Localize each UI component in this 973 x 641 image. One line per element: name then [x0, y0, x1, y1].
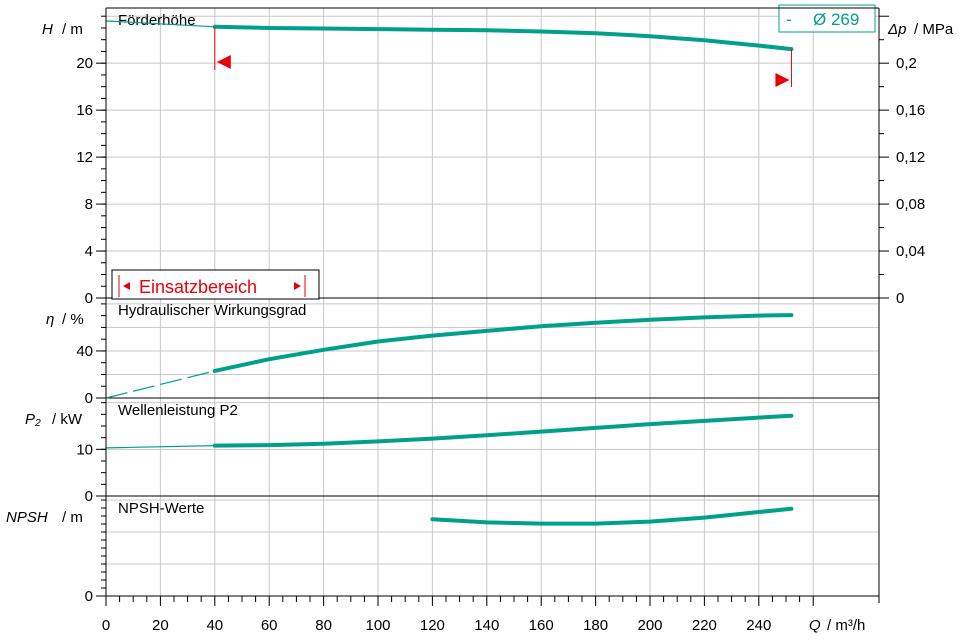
y-axis-unit: / kW — [52, 411, 83, 428]
range-min-marker — [216, 55, 231, 69]
y-axis-unit: / % — [62, 311, 84, 328]
panel-title: Wellenleistung P2 — [118, 402, 238, 419]
curve-main — [212, 413, 794, 448]
y2-tick-label: 0,08 — [896, 196, 925, 213]
x-tick-label: 60 — [261, 617, 278, 634]
x-tick-label: 0 — [102, 617, 110, 634]
x-tick-label: 220 — [692, 617, 717, 634]
x-tick-label: 100 — [365, 617, 390, 634]
legend-dash: - — [786, 10, 792, 29]
y2-tick-label: 0,2 — [896, 55, 917, 72]
panel-title: Hydraulischer Wirkungsgrad — [118, 302, 306, 319]
y-tick-label: 0 — [85, 290, 93, 307]
y-tick-label: 12 — [76, 149, 93, 166]
y-axis-unit: / m — [62, 509, 83, 526]
y-tick-label: 40 — [76, 343, 93, 360]
y-tick-label: 16 — [76, 102, 93, 119]
range-box-right-arrow — [294, 282, 301, 290]
curve-main — [212, 24, 794, 52]
x-tick-label: 180 — [583, 617, 608, 634]
panel-title: Förderhöhe — [118, 12, 196, 29]
range-box-left-arrow — [123, 282, 130, 290]
y2-tick-label: 0 — [896, 290, 904, 307]
y-tick-label: 0 — [85, 488, 93, 505]
y-axis-unit: / m — [62, 21, 83, 38]
y-axis-symbol: P₂ — [25, 411, 41, 428]
y-tick-label: 4 — [85, 243, 93, 260]
curve-extrapolated — [105, 370, 215, 399]
y-tick-label: 8 — [85, 196, 93, 213]
curve-main — [212, 313, 794, 373]
x-tick-label: 160 — [529, 617, 554, 634]
x-tick-label: 200 — [637, 617, 662, 634]
x-tick-label: 20 — [152, 617, 169, 634]
legend-box — [778, 4, 876, 33]
curve-extrapolated — [105, 20, 215, 28]
y-tick-label: 10 — [76, 441, 93, 458]
x-tick-label: 140 — [474, 617, 499, 634]
panel-title: NPSH-Werte — [118, 500, 204, 517]
range-max-marker — [775, 73, 790, 87]
curve-extrapolated — [105, 445, 215, 449]
y-axis-symbol: NPSH — [6, 509, 48, 526]
operating-range-label: Einsatzbereich — [139, 277, 257, 297]
y2-tick-label: 0,04 — [896, 243, 925, 260]
y2-axis-symbol: Δp — [887, 21, 906, 38]
y2-tick-label: 0,12 — [896, 149, 925, 166]
y-tick-label: 0 — [85, 390, 93, 407]
x-axis-unit: / m³/h — [827, 617, 865, 634]
legend-label: Ø 269 — [813, 10, 859, 29]
x-tick-label: 120 — [420, 617, 445, 634]
x-tick-label: 240 — [746, 617, 771, 634]
y-axis-symbol: η — [46, 311, 54, 328]
x-tick-label: 80 — [315, 617, 332, 634]
y-tick-label: 20 — [76, 55, 93, 72]
y-tick-label: 0 — [85, 588, 93, 605]
y2-tick-label: 0,16 — [896, 102, 925, 119]
y-axis-symbol: H — [42, 21, 53, 38]
curve-main — [430, 506, 794, 526]
x-axis-symbol: Q — [809, 617, 821, 634]
operating-range-box — [111, 269, 320, 300]
y2-axis-unit: / MPa — [914, 21, 954, 38]
x-tick-label: 40 — [206, 617, 223, 634]
